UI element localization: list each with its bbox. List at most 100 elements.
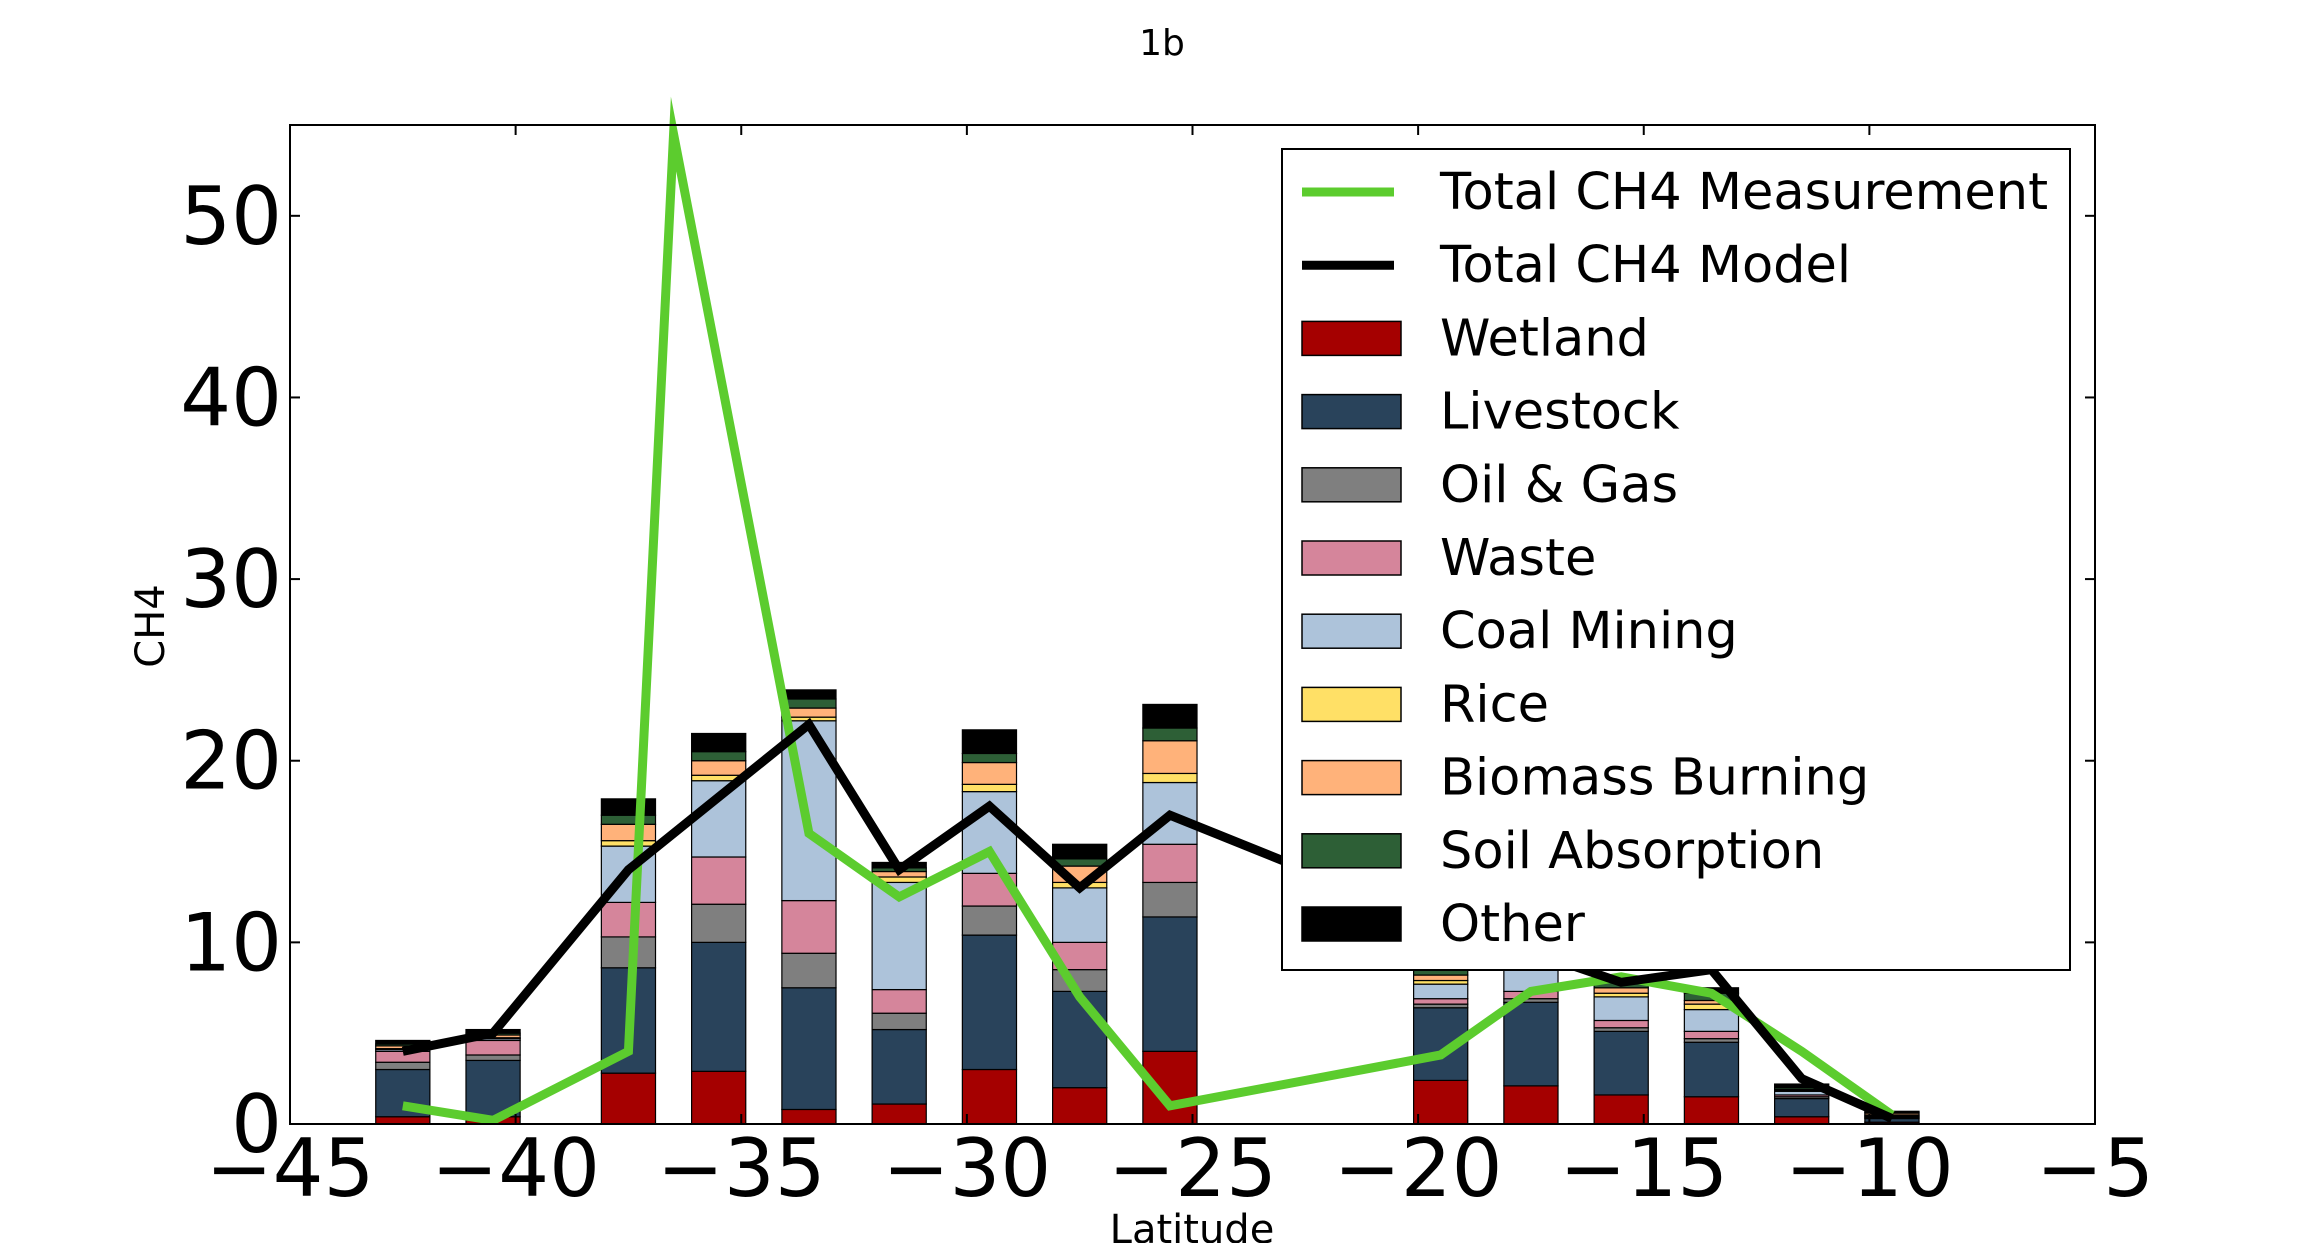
bar-livestock [691, 941, 747, 1072]
bar-rice [1142, 772, 1198, 784]
bar-biomass-burning [1413, 974, 1469, 982]
bar-wetland [1503, 1085, 1559, 1125]
y-tick-label: 20 [180, 715, 282, 808]
y-tick-label: 40 [180, 351, 282, 444]
bar-wetland [1413, 1079, 1469, 1125]
bar-livestock [1774, 1097, 1830, 1118]
legend-swatch-rice [1301, 686, 1402, 723]
bar-other [1052, 843, 1108, 860]
legend-swatch-coal-mining [1301, 613, 1402, 649]
legend: Total CH4 Measurement Total CH4 Model Wetl… [1281, 148, 2071, 971]
bar-livestock [871, 1028, 927, 1105]
y-tick-label: 30 [180, 533, 282, 626]
x-axis-tick-labels: −45 −40 −35 −30 −25 −20 −15 −10 −5 [206, 1122, 2154, 1215]
legend-label-biomass-burning: Biomass Burning [1440, 749, 1869, 808]
legend-label-livestock: Livestock [1440, 383, 1680, 442]
legend-label-wetland: Wetland [1440, 309, 1649, 368]
x-tick-label: −15 [1559, 1122, 1728, 1215]
bar-wetland [871, 1103, 927, 1125]
legend-swatch-biomass-burning [1301, 759, 1402, 796]
legend-label-total-ch4-measurement: Total CH4 Measurement [1439, 163, 2048, 222]
bar-other [600, 798, 657, 816]
bar-oil-gas [691, 903, 747, 943]
bar-wetland [1683, 1096, 1740, 1125]
bar-wetland [691, 1070, 747, 1125]
bar-soil-absorption [781, 698, 837, 709]
x-tick-label: −10 [1785, 1122, 1954, 1215]
bar-soil-absorption [1142, 727, 1198, 742]
bar-coal-mining [1683, 1008, 1740, 1032]
legend-label-total-ch4-model: Total CH4 Model [1439, 236, 1851, 295]
legend-swatch-other [1301, 906, 1402, 942]
line-total-ch4-model [401, 717, 1894, 1123]
bar-livestock [1503, 1001, 1559, 1087]
bar-waste [375, 1050, 431, 1063]
bar-rice [961, 783, 1018, 793]
bar-oil-gas [375, 1061, 431, 1071]
bar-waste [1593, 1019, 1649, 1029]
bar-wetland [1052, 1087, 1108, 1125]
legend-swatch-livestock [1301, 393, 1402, 430]
bar-biomass-burning [691, 760, 747, 776]
bar-wetland [375, 1116, 431, 1125]
legend-label-oil-gas: Oil & Gas [1440, 456, 1678, 515]
bar-waste [465, 1039, 521, 1056]
bar-oil-gas [465, 1054, 521, 1062]
bar-rice [600, 840, 657, 847]
x-tick-label: −25 [1108, 1122, 1277, 1215]
bar-waste [1142, 843, 1198, 884]
x-tick-label: −20 [1334, 1122, 1503, 1215]
bar-oil-gas [871, 1012, 927, 1031]
bar-livestock [1052, 990, 1108, 1089]
bar-wetland [961, 1068, 1018, 1125]
bar-soil-absorption [600, 814, 657, 825]
bar-waste [1413, 998, 1469, 1005]
bar-oil-gas [961, 905, 1018, 936]
bar-livestock [1593, 1030, 1649, 1096]
legend-frame [1281, 148, 2071, 971]
bar-soil-absorption [961, 752, 1018, 764]
y-tick-label: 10 [180, 896, 282, 989]
x-tick-label: −5 [2036, 1122, 2154, 1215]
x-tick-label: −35 [657, 1122, 826, 1215]
line-total-ch4-measurement [402, 96, 1895, 1126]
bar-coal-mining [1052, 887, 1108, 943]
y-tick-label: 50 [180, 170, 282, 263]
legend-swatch-oil-gas [1301, 467, 1402, 503]
legend-label-soil-absorption: Soil Absorption [1440, 822, 1824, 881]
legend-items: Total CH4 Measurement Total CH4 Model Wetl… [1301, 163, 2048, 954]
bar-livestock [1142, 916, 1198, 1052]
legend-swatch-wetland [1301, 320, 1402, 357]
bar-waste [691, 856, 747, 905]
line-series [401, 96, 1895, 1126]
legend-label-waste: Waste [1440, 529, 1596, 588]
legend-label-coal-mining: Coal Mining [1440, 602, 1738, 661]
bar-other [691, 732, 747, 753]
x-axis-label: Latitude [1110, 1207, 1275, 1243]
bar-biomass-burning [1593, 987, 1649, 994]
chart-title: 1b [1139, 23, 1185, 64]
bar-waste [871, 988, 927, 1014]
bar-waste [1683, 1030, 1740, 1040]
bar-livestock [1683, 1041, 1740, 1098]
x-tick-label: −30 [882, 1122, 1051, 1215]
bar-biomass-burning [600, 823, 657, 842]
bar-other [781, 689, 837, 700]
x-tick-label: −40 [431, 1122, 600, 1215]
bar-biomass-burning [1142, 740, 1198, 775]
bar-oil-gas [1142, 881, 1198, 918]
y-tick-label: 0 [231, 1078, 282, 1171]
bar-soil-absorption [691, 751, 747, 762]
legend-label-other: Other [1440, 895, 1585, 954]
y-axis-tick-labels: 0 10 20 30 40 50 [180, 170, 282, 1171]
bar-biomass-burning [961, 761, 1018, 785]
axis-ticks [289, 125, 2096, 1125]
legend-swatch-soil-absorption [1301, 833, 1402, 869]
bar-coal-mining [1593, 996, 1649, 1022]
bar-livestock [961, 934, 1018, 1071]
bar-other [1142, 703, 1198, 729]
bar-wetland [600, 1072, 657, 1125]
bar-waste [781, 899, 837, 954]
legend-label-rice: Rice [1440, 675, 1549, 734]
